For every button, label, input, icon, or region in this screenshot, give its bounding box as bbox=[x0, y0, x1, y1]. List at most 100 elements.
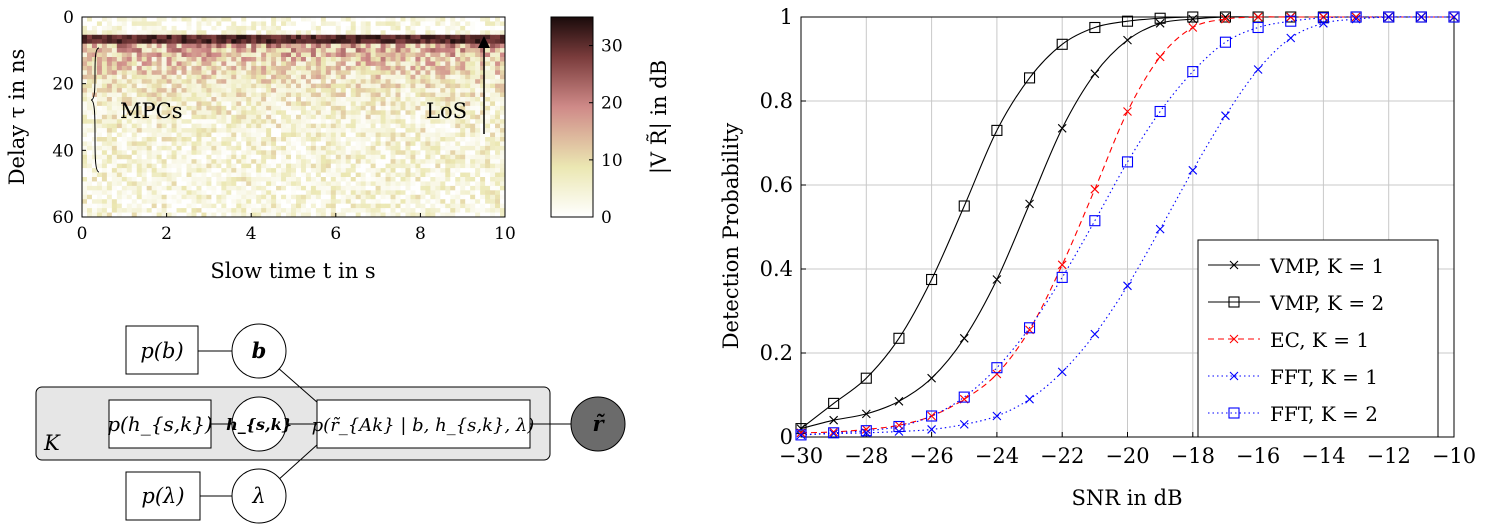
heatmap-cell bbox=[480, 97, 486, 102]
heatmap-cell bbox=[300, 177, 307, 182]
heatmap-cell bbox=[181, 154, 187, 160]
heatmap-cell bbox=[315, 39, 322, 45]
heatmap-cell bbox=[395, 34, 401, 40]
heatmap-cell bbox=[390, 70, 396, 76]
heatmap-cell bbox=[350, 88, 357, 93]
heatmap-cell bbox=[211, 194, 217, 200]
heatmap-cell bbox=[360, 105, 367, 111]
los-annotation: LoS bbox=[426, 99, 467, 123]
heatmap-cell bbox=[465, 150, 471, 156]
heatmap-cell bbox=[305, 203, 312, 209]
heatmap-cell bbox=[276, 194, 282, 200]
heatmap-cell bbox=[271, 48, 277, 53]
heatmap-cell bbox=[475, 101, 481, 107]
heatmap-cell bbox=[335, 159, 342, 165]
heatmap-cell bbox=[440, 194, 446, 200]
heatmap-cell bbox=[201, 172, 207, 178]
heatmap-cell bbox=[251, 203, 257, 209]
heatmap-cell bbox=[305, 83, 312, 89]
heatmap-cell bbox=[320, 48, 327, 53]
heatmap-cell bbox=[82, 101, 88, 107]
heatmap-cell bbox=[420, 21, 426, 27]
heatmap-cell bbox=[385, 74, 391, 80]
heatmap-cell bbox=[141, 30, 148, 36]
heatmap-cell bbox=[116, 172, 123, 178]
heatmap-cell bbox=[86, 48, 93, 53]
heatmap-cell bbox=[470, 48, 476, 53]
heatmap-cell bbox=[360, 17, 367, 22]
heatmap-cell bbox=[181, 177, 187, 182]
heatmap-cell bbox=[111, 137, 118, 142]
heatmap-cell bbox=[151, 52, 158, 58]
heatmap-cell bbox=[156, 159, 163, 165]
heatmap-cell bbox=[201, 52, 207, 58]
heatmap-cell bbox=[320, 159, 327, 165]
heatmap-cell bbox=[226, 199, 232, 205]
heatmap-cell bbox=[206, 105, 212, 111]
heatmap-cell bbox=[355, 52, 362, 58]
heatmap-cell bbox=[256, 194, 262, 200]
heatmap-cell bbox=[201, 168, 207, 173]
heatmap-cell bbox=[465, 172, 471, 178]
heatmap-cell bbox=[440, 25, 446, 31]
heatmap-cell bbox=[360, 185, 367, 191]
heatmap-cell bbox=[435, 79, 441, 85]
heatmap-cell bbox=[410, 48, 416, 53]
heatmap-cell bbox=[136, 105, 143, 111]
heatmap-cell bbox=[261, 132, 267, 138]
heatmap-cell bbox=[305, 110, 312, 116]
heatmap-cell bbox=[470, 185, 476, 191]
heatmap-cell bbox=[355, 34, 362, 40]
heatmap-cell bbox=[385, 61, 391, 67]
heatmap-cell bbox=[186, 83, 192, 89]
heatmap-cell bbox=[355, 57, 362, 62]
heatmap-cell bbox=[390, 43, 396, 49]
heatmap-cell bbox=[340, 88, 347, 93]
heatmap-cell bbox=[480, 92, 486, 98]
heatmap-cell bbox=[345, 190, 352, 196]
x-tick-label: −14 bbox=[1301, 444, 1345, 468]
heatmap-cell bbox=[191, 159, 197, 165]
heatmap-cell bbox=[221, 70, 227, 76]
heatmap-cell bbox=[385, 114, 391, 120]
heatmap-cell bbox=[151, 114, 158, 120]
heatmap-cell bbox=[201, 57, 207, 62]
heatmap-cell bbox=[320, 203, 327, 209]
heatmap-cell bbox=[500, 128, 506, 133]
heatmap-cell bbox=[131, 52, 138, 58]
heatmap-cell bbox=[266, 30, 272, 36]
heatmap-cell bbox=[211, 119, 217, 125]
heatmap-cell bbox=[206, 65, 212, 71]
heatmap-cell bbox=[495, 21, 501, 27]
heatmap-cell bbox=[385, 208, 391, 213]
heatmap-cell bbox=[286, 61, 292, 67]
heatmap-cell bbox=[156, 70, 163, 76]
heatmap-cell bbox=[500, 25, 506, 31]
heatmap-cell bbox=[91, 172, 98, 178]
heatmap-cell bbox=[176, 128, 182, 133]
heatmap-cell bbox=[281, 43, 287, 49]
heatmap-cell bbox=[450, 208, 456, 213]
heatmap-cell bbox=[350, 163, 357, 169]
heatmap-cell bbox=[445, 194, 451, 200]
heatmap-cell bbox=[131, 181, 138, 187]
heatmap-cell bbox=[435, 190, 441, 196]
heatmap-cell bbox=[281, 172, 287, 178]
heatmap-cell bbox=[281, 132, 287, 138]
heatmap-cell bbox=[355, 25, 362, 31]
heatmap-cell bbox=[111, 168, 118, 173]
heatmap-cell bbox=[300, 97, 307, 102]
heatmap-cell bbox=[276, 43, 282, 49]
heatmap-cell bbox=[111, 110, 118, 116]
heatmap-cell bbox=[415, 181, 421, 187]
heatmap-cell bbox=[485, 145, 491, 151]
heatmap-cell bbox=[126, 114, 133, 120]
heatmap-cell bbox=[440, 168, 446, 173]
heatmap-cell bbox=[236, 159, 242, 165]
heatmap-cell bbox=[201, 132, 207, 138]
heatmap-cell bbox=[256, 150, 262, 156]
heatmap-cell bbox=[455, 101, 461, 107]
heatmap-cell bbox=[435, 194, 441, 200]
heatmap-cell bbox=[86, 52, 93, 58]
heatmap-cell bbox=[485, 119, 491, 125]
